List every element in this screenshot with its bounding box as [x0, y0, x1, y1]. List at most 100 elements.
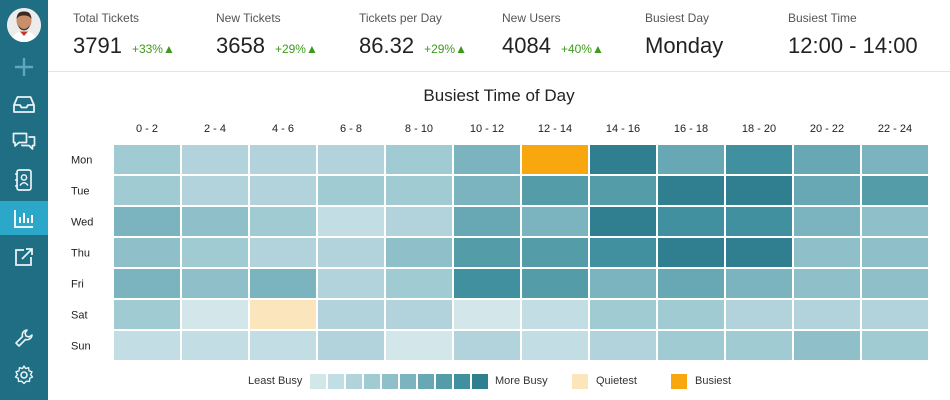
heatmap-cell[interactable] — [248, 298, 318, 331]
heatmap-cell[interactable] — [860, 329, 930, 362]
heatmap-cell[interactable] — [112, 205, 182, 238]
heatmap-cell[interactable] — [724, 329, 794, 362]
heatmap-cell[interactable] — [180, 174, 250, 207]
heatmap-cell[interactable] — [860, 236, 930, 269]
heatmap-cell[interactable] — [860, 174, 930, 207]
heatmap-cell[interactable] — [520, 267, 590, 300]
heatmap-cell[interactable] — [452, 298, 522, 331]
heatmap-cell[interactable] — [384, 267, 454, 300]
nav-item-external[interactable] — [0, 240, 48, 274]
user-avatar[interactable] — [7, 8, 41, 42]
heatmap-cell[interactable] — [248, 174, 318, 207]
heatmap-cell[interactable] — [180, 143, 250, 176]
heatmap-cell[interactable] — [520, 236, 590, 269]
heatmap-cell[interactable] — [588, 174, 658, 207]
heatmap-cell[interactable] — [792, 205, 862, 238]
heatmap-cell[interactable] — [112, 329, 182, 362]
heatmap-cell[interactable] — [384, 329, 454, 362]
heatmap-cell[interactable] — [520, 205, 590, 238]
heatmap-cell[interactable] — [656, 143, 726, 176]
nav-item-reports[interactable] — [0, 201, 48, 235]
stat-value: 3791 — [73, 33, 122, 58]
legend-quietest-swatch — [572, 374, 588, 389]
heatmap-cell[interactable] — [112, 298, 182, 331]
heatmap-cell[interactable] — [248, 205, 318, 238]
heatmap-cell[interactable] — [588, 143, 658, 176]
heatmap-cell[interactable] — [588, 329, 658, 362]
heatmap-cell[interactable] — [384, 205, 454, 238]
nav-item-contacts[interactable] — [0, 163, 48, 197]
heatmap-cell[interactable] — [384, 143, 454, 176]
heatmap-cell[interactable] — [860, 205, 930, 238]
heatmap-cell[interactable] — [452, 267, 522, 300]
heatmap-cell[interactable] — [792, 329, 862, 362]
heatmap-cell[interactable] — [792, 267, 862, 300]
heatmap-cell[interactable] — [452, 236, 522, 269]
legend-scale-swatch — [346, 374, 362, 389]
heatmap-cell[interactable] — [316, 329, 386, 362]
heatmap-cell[interactable] — [316, 298, 386, 331]
heatmap-cell[interactable] — [248, 267, 318, 300]
heatmap-cell[interactable] — [656, 267, 726, 300]
heatmap-cell[interactable] — [520, 329, 590, 362]
heatmap-cell[interactable] — [180, 205, 250, 238]
heatmap-cell[interactable] — [316, 143, 386, 176]
heatmap-cell[interactable] — [452, 205, 522, 238]
heatmap-cell[interactable] — [180, 329, 250, 362]
heatmap-cell[interactable] — [724, 143, 794, 176]
heatmap-cell[interactable] — [248, 143, 318, 176]
heatmap-cell[interactable] — [724, 205, 794, 238]
heatmap-cell[interactable] — [180, 267, 250, 300]
heatmap-cell[interactable] — [588, 236, 658, 269]
heatmap-cell[interactable] — [588, 205, 658, 238]
heatmap-cell[interactable] — [316, 174, 386, 207]
heatmap-cell[interactable] — [792, 236, 862, 269]
heatmap-cell[interactable] — [316, 267, 386, 300]
heatmap-cell[interactable] — [724, 236, 794, 269]
heatmap-cell[interactable] — [656, 298, 726, 331]
heatmap-cell[interactable] — [520, 143, 590, 176]
heatmap-cell[interactable] — [656, 236, 726, 269]
heatmap-cell[interactable] — [112, 143, 182, 176]
heatmap-cell[interactable] — [180, 298, 250, 331]
heatmap-cell[interactable] — [112, 174, 182, 207]
heatmap-cell[interactable] — [316, 205, 386, 238]
heatmap-cell[interactable] — [112, 267, 182, 300]
nav-item-settings[interactable] — [0, 358, 48, 392]
heatmap-cell[interactable] — [384, 298, 454, 331]
heatmap-cell[interactable] — [180, 236, 250, 269]
nav-item-new[interactable] — [0, 50, 48, 84]
y-tick-label: Sat — [71, 310, 88, 322]
y-tick-label: Sun — [71, 341, 91, 353]
heatmap-cell[interactable] — [520, 298, 590, 331]
heatmap-cell[interactable] — [384, 174, 454, 207]
x-tick-label: 2 - 4 — [204, 123, 226, 135]
heatmap-cell[interactable] — [860, 267, 930, 300]
nav-item-inbox[interactable] — [0, 87, 48, 121]
heatmap-cell[interactable] — [112, 236, 182, 269]
y-tick-label: Thu — [71, 248, 90, 260]
heatmap-cell[interactable] — [248, 329, 318, 362]
heatmap-cell[interactable] — [656, 329, 726, 362]
heatmap-cell[interactable] — [792, 298, 862, 331]
heatmap-cell[interactable] — [248, 236, 318, 269]
heatmap-cell[interactable] — [860, 143, 930, 176]
heatmap-cell[interactable] — [792, 143, 862, 176]
heatmap-cell[interactable] — [520, 174, 590, 207]
heatmap-cell[interactable] — [724, 267, 794, 300]
heatmap-cell[interactable] — [384, 236, 454, 269]
heatmap-cell[interactable] — [792, 174, 862, 207]
nav-item-tools[interactable] — [0, 321, 48, 355]
heatmap-cell[interactable] — [452, 143, 522, 176]
heatmap-cell[interactable] — [724, 298, 794, 331]
heatmap-cell[interactable] — [656, 174, 726, 207]
heatmap-cell[interactable] — [656, 205, 726, 238]
heatmap-cell[interactable] — [452, 329, 522, 362]
heatmap-cell[interactable] — [860, 298, 930, 331]
heatmap-cell[interactable] — [588, 267, 658, 300]
heatmap-cell[interactable] — [588, 298, 658, 331]
nav-item-chat[interactable] — [0, 124, 48, 158]
heatmap-cell[interactable] — [452, 174, 522, 207]
heatmap-cell[interactable] — [724, 174, 794, 207]
heatmap-cell[interactable] — [316, 236, 386, 269]
